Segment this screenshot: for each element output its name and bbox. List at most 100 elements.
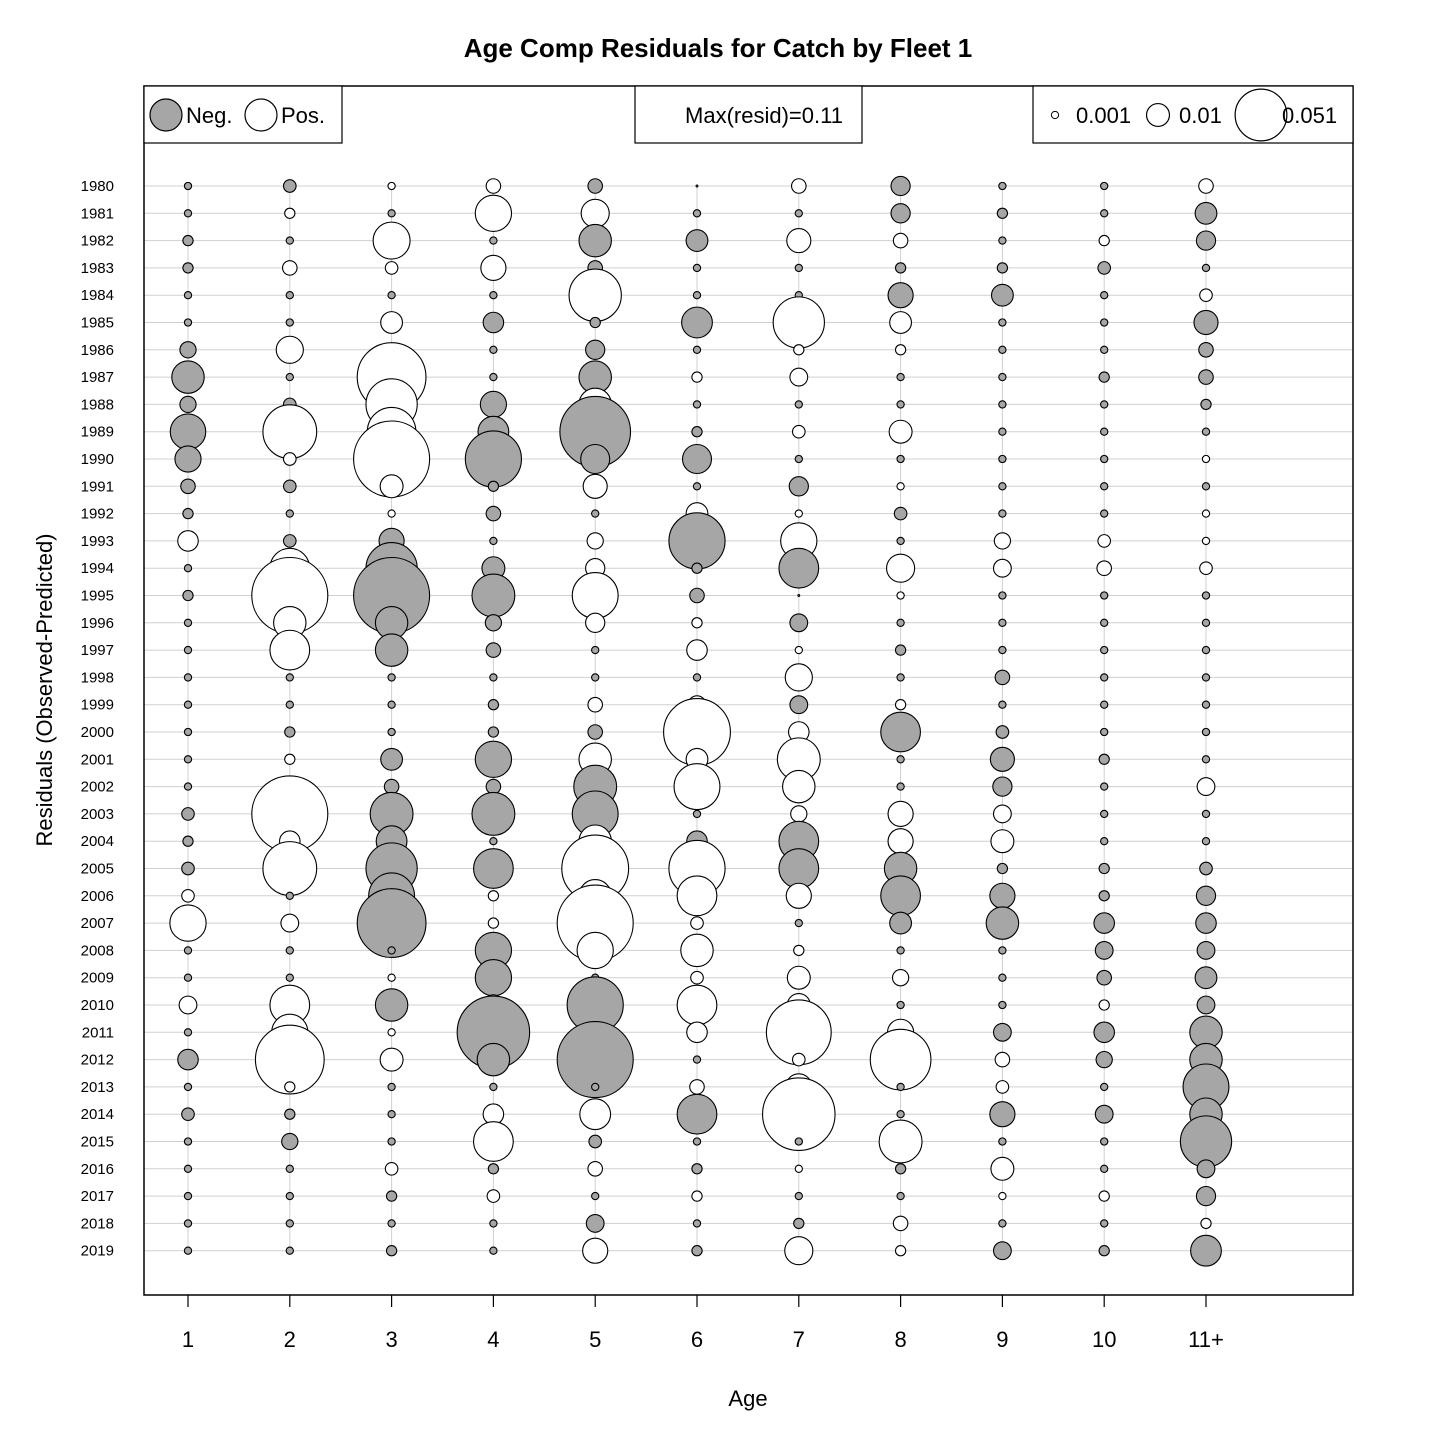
- bubble-1980-age-10: [1100, 181, 1109, 191]
- bubble-2002-age-3: [383, 778, 400, 795]
- bubble-1994-age-9: [992, 558, 1012, 578]
- bubble-1987-age-11+: [1198, 369, 1214, 385]
- bubble-1998-age-7: [784, 663, 813, 692]
- bubble-2000-age-4: [487, 726, 500, 738]
- y-tick-label-2003: 2003: [81, 806, 114, 823]
- bubble-1990-age-5: [580, 443, 611, 475]
- bubble-2005-age-11+: [1199, 861, 1213, 876]
- bubble-1992-age-7: [794, 509, 803, 518]
- bubble-1981-age-9: [996, 207, 1009, 219]
- bubble-2015-age-9: [998, 1137, 1007, 1146]
- bubble-2018-age-8: [892, 1215, 909, 1232]
- bubble-1987-age-4: [489, 372, 498, 382]
- bubble-2019-age-8: [894, 1245, 907, 1257]
- bubble-2011-age-1: [183, 1028, 193, 1037]
- y-tick-label-2012: 2012: [81, 1052, 114, 1069]
- bubble-2004-age-4: [489, 837, 498, 846]
- bubble-2009-age-11+: [1194, 966, 1218, 990]
- bubble-2006-age-2: [285, 891, 294, 900]
- bubble-2018-age-4: [489, 1219, 498, 1228]
- bubble-1999-age-10: [1100, 700, 1109, 709]
- bubble-1982-age-6: [685, 229, 709, 253]
- bubble-2007-age-7: [794, 918, 803, 928]
- bubble-2017-age-11+: [1195, 1185, 1217, 1207]
- bubble-1994-age-11+: [1199, 561, 1213, 576]
- bubble-2018-age-6: [692, 1219, 702, 1228]
- bubble-2019-age-11+: [1190, 1234, 1222, 1267]
- bubble-2014-age-2: [284, 1108, 296, 1120]
- x-tick-label-11+: 11+: [1188, 1327, 1224, 1352]
- bubble-1985-age-1: [183, 318, 193, 327]
- bubble-2012-age-1: [177, 1048, 199, 1071]
- x-tick-label-9: 9: [996, 1327, 1008, 1352]
- bubble-2000-age-3: [387, 727, 396, 737]
- bubble-1989-age-10: [1100, 427, 1109, 436]
- bubble-1982-age-7: [786, 228, 812, 254]
- bubble-2001-age-9: [989, 746, 1015, 772]
- bubble-1980-age-1: [183, 181, 193, 191]
- bubble-1988-age-8: [896, 400, 905, 409]
- bubble-1981-age-2: [284, 207, 296, 219]
- bubble-2011-age-10: [1093, 1021, 1115, 1044]
- bubble-1986-age-7: [793, 344, 805, 356]
- bubble-1980-age-2: [282, 179, 297, 193]
- bubble-1981-age-4: [474, 194, 513, 232]
- bubble-2016-age-5: [587, 1161, 604, 1177]
- bubble-1997-age-4: [485, 642, 502, 658]
- bubble-2010-age-6: [676, 984, 718, 1026]
- bubble-2011-age-9: [992, 1022, 1012, 1042]
- bubble-1990-age-9: [998, 454, 1007, 464]
- bubble-1981-age-8: [890, 203, 911, 224]
- bubble-1999-age-11+: [1201, 700, 1211, 709]
- bubble-2019-age-9: [992, 1241, 1012, 1261]
- bubble-1986-age-6: [692, 345, 702, 354]
- bubble-2014-age-5: [579, 1098, 612, 1131]
- bubble-2000-age-9: [995, 725, 1010, 739]
- bubble-1992-age-11+: [1201, 509, 1211, 518]
- bubble-1990-age-8: [896, 454, 905, 464]
- bubble-1988-age-4: [479, 390, 508, 419]
- bubble-1990-age-2: [282, 452, 297, 466]
- bubble-1999-age-8: [894, 699, 907, 711]
- size-legend-label-small: 0.001: [1076, 103, 1131, 128]
- bubble-1997-age-2: [269, 629, 311, 671]
- bubble-1998-age-10: [1100, 673, 1109, 682]
- bubble-1990-age-7: [794, 454, 803, 464]
- bubble-1981-age-3: [387, 209, 396, 218]
- bubble-2011-age-3: [387, 1028, 396, 1037]
- y-tick-label-2010: 2010: [81, 997, 114, 1014]
- bubble-1984-age-9: [990, 283, 1014, 307]
- bubble-1983-age-1: [182, 262, 194, 274]
- bubble-1985-age-3: [380, 311, 404, 334]
- bubble-1984-age-3: [387, 291, 396, 300]
- bubble-1989-age-6: [691, 426, 703, 438]
- bubble-2018-age-9: [998, 1219, 1007, 1228]
- bubble-2009-age-10: [1096, 969, 1112, 986]
- y-tick-label-2002: 2002: [81, 779, 114, 796]
- bubble-1992-age-2: [285, 509, 294, 518]
- bubble-2003-age-6: [692, 809, 702, 819]
- bubble-2006-age-7: [785, 882, 812, 909]
- bubble-1994-age-6: [691, 562, 703, 574]
- bubble-2006-age-4: [487, 890, 500, 902]
- bubble-2009-age-9: [998, 973, 1007, 982]
- bubble-2017-age-4: [486, 1189, 501, 1203]
- bubble-2014-age-8: [896, 1110, 905, 1119]
- bubble-1988-age-6: [692, 400, 702, 409]
- y-tick-label-1983: 1983: [81, 260, 114, 277]
- bubble-1998-age-1: [183, 673, 193, 682]
- bubble-1996-age-4: [484, 614, 503, 632]
- bubble-1984-age-1: [183, 291, 193, 300]
- bubble-2014-age-7: [762, 1077, 836, 1151]
- size-legend-symbol-small: [1050, 110, 1060, 120]
- bubble-1984-age-11+: [1199, 288, 1213, 303]
- bubble-2019-age-10: [1098, 1245, 1110, 1257]
- bubble-1983-age-9: [996, 262, 1009, 274]
- bubble-2009-age-8: [891, 969, 910, 987]
- bubble-2008-age-8: [896, 946, 905, 955]
- bubble-2016-age-1: [183, 1164, 193, 1173]
- size-legend-symbol-medium: [1145, 102, 1171, 128]
- bubble-1991-age-11+: [1201, 482, 1211, 491]
- bubble-2013-age-9: [995, 1080, 1010, 1094]
- bubble-1985-age-4: [482, 311, 505, 334]
